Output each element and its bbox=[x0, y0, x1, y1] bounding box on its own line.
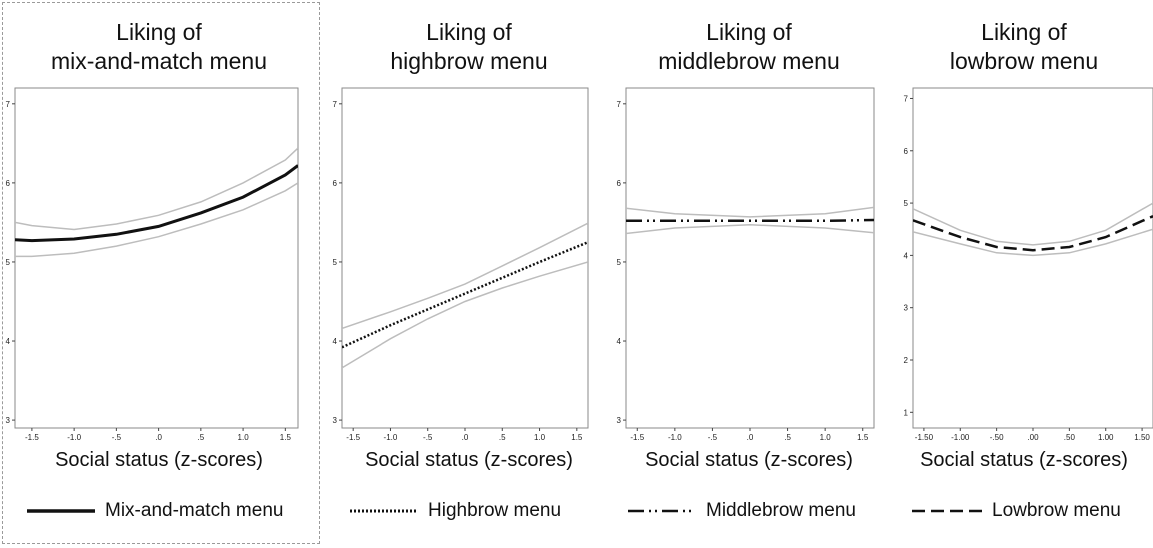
mix-and-match-highlight-box bbox=[2, 2, 320, 544]
y-tick-label: 2 bbox=[904, 356, 909, 365]
y-tick-label: 6 bbox=[617, 179, 622, 188]
y-tick-label: 3 bbox=[617, 416, 622, 425]
x-tick-label: -1.0 bbox=[668, 433, 682, 442]
x-tick-label: .5 bbox=[198, 433, 205, 442]
y-tick-label: 7 bbox=[617, 100, 622, 109]
legend-label: Mix-and-match menu bbox=[105, 500, 284, 521]
chart-title: Liking of lowbrow menu bbox=[949, 19, 1099, 74]
ci-upper-line bbox=[913, 202, 1153, 246]
y-tick-label: 5 bbox=[333, 258, 338, 267]
ci-upper-line bbox=[342, 222, 588, 330]
x-tick-label: 1.5 bbox=[857, 433, 869, 442]
x-tick-label: -.5 bbox=[112, 433, 122, 442]
plot-frame bbox=[625, 87, 875, 429]
x-tick-label: -1.0 bbox=[384, 433, 398, 442]
plot-area: 3 4 5 6 7 -1.5 -1.0 -.5 .0 .5 1.0 1.5 bbox=[617, 87, 875, 442]
x-tick-label: 1.0 bbox=[238, 433, 250, 442]
x-tick-label: 1.0 bbox=[820, 433, 832, 442]
x-tick-label: 1.5 bbox=[571, 433, 583, 442]
plot-frame bbox=[341, 87, 589, 429]
plot-area: 3 4 5 6 7 -1.5 -1.0 -.5 .0 .5 1.0 1.5 bbox=[333, 87, 589, 442]
y-tick-label: 7 bbox=[333, 100, 338, 109]
x-axis-label: Social status (z-scores) bbox=[920, 449, 1128, 471]
series-line bbox=[626, 218, 874, 223]
y-tick-label: 7 bbox=[904, 94, 909, 103]
x-axis-label: Social status (z-scores) bbox=[365, 449, 573, 471]
y-tick-label: 1 bbox=[904, 408, 909, 417]
y-tick-label: 7 bbox=[6, 100, 11, 109]
legend-dotted-line bbox=[350, 509, 418, 513]
legend-label: Highbrow menu bbox=[428, 500, 562, 521]
y-tick-label: 3 bbox=[333, 416, 338, 425]
x-tick-label: .50 bbox=[1064, 433, 1076, 442]
y-tick-label: 5 bbox=[904, 199, 909, 208]
series-line bbox=[342, 241, 588, 349]
plot-area: 1 2 3 4 5 6 7 -1.50 -1.00 -.50 .00 .50 1.00 1.50 bbox=[904, 87, 1153, 442]
y-tick-label: 4 bbox=[6, 337, 11, 346]
ci-lower-line bbox=[626, 224, 874, 235]
ci-lower-line bbox=[913, 228, 1153, 257]
legend-dashed-line bbox=[912, 509, 982, 513]
y-tick-label: 5 bbox=[617, 258, 622, 267]
x-tick-label: .5 bbox=[499, 433, 506, 442]
y-tick-label: 5 bbox=[6, 258, 11, 267]
y-tick-label: 4 bbox=[333, 337, 338, 346]
plot-frame bbox=[14, 87, 299, 429]
x-axis-label: Social status (z-scores) bbox=[645, 449, 853, 471]
chart-title: Liking of middlebrow menu bbox=[658, 19, 840, 74]
legend-label: Middlebrow menu bbox=[706, 500, 856, 521]
legend-label: Lowbrow menu bbox=[992, 500, 1121, 521]
x-tick-label: .5 bbox=[784, 433, 791, 442]
y-tick-label: 6 bbox=[6, 179, 11, 188]
x-tick-label: -1.5 bbox=[25, 433, 39, 442]
x-tick-label: .0 bbox=[462, 433, 469, 442]
series-line bbox=[913, 215, 1153, 252]
x-tick-label: -1.5 bbox=[346, 433, 360, 442]
chart-title: Liking of mix-and-match menu bbox=[50, 19, 268, 74]
x-tick-label: -1.50 bbox=[915, 433, 934, 442]
y-tick-label: 4 bbox=[904, 251, 909, 260]
chart-title: Liking of highbrow menu bbox=[390, 19, 548, 74]
legend: Highbrow menu bbox=[350, 496, 561, 526]
x-tick-label: -1.0 bbox=[67, 433, 81, 442]
legend-dashdot-line bbox=[628, 509, 696, 513]
x-tick-label: 1.0 bbox=[534, 433, 546, 442]
series-line bbox=[15, 164, 298, 243]
x-tick-label: -.5 bbox=[708, 433, 718, 442]
x-tick-label: -.5 bbox=[423, 433, 433, 442]
y-tick-label: 3 bbox=[6, 416, 11, 425]
x-tick-label: .00 bbox=[1027, 433, 1039, 442]
plot-area: 3 4 5 6 7 -1.5 -1.0 -.5 .0 .5 1.0 1.5 bbox=[6, 87, 299, 442]
legend-solid-line bbox=[27, 509, 95, 513]
ci-lower-line bbox=[15, 182, 298, 258]
x-tick-label: .0 bbox=[155, 433, 162, 442]
y-tick-label: 6 bbox=[904, 147, 909, 156]
x-tick-label: 1.00 bbox=[1098, 433, 1114, 442]
y-tick-label: 3 bbox=[904, 304, 909, 313]
x-axis-label: Social status (z-scores) bbox=[55, 449, 263, 471]
x-tick-label: -1.5 bbox=[630, 433, 644, 442]
legend: Middlebrow menu bbox=[628, 496, 856, 526]
y-tick-label: 6 bbox=[333, 179, 338, 188]
plot-frame bbox=[912, 87, 1153, 429]
x-tick-label: 1.50 bbox=[1134, 433, 1150, 442]
panel-highbrow: Liking of highbrow menu 3 4 5 6 7 -1.5 -1.0 -.5… bbox=[322, 0, 616, 548]
panel-mix-and-match: Liking of mix-and-match menu 3 4 5 6 7 -1.5 -1… bbox=[0, 0, 318, 548]
ci-upper-line bbox=[15, 147, 298, 231]
y-tick-label: 4 bbox=[617, 337, 622, 346]
legend: Mix-and-match menu bbox=[27, 496, 283, 526]
ci-upper-line bbox=[626, 206, 874, 218]
ci-lower-line bbox=[342, 261, 588, 369]
x-tick-label: .0 bbox=[747, 433, 754, 442]
x-tick-label: -.50 bbox=[990, 433, 1004, 442]
x-tick-label: 1.5 bbox=[280, 433, 292, 442]
legend: Lowbrow menu bbox=[912, 496, 1121, 526]
panel-lowbrow: Liking of lowbrow menu 1 2 3 4 5 6 7 -1.50 -1.00… bbox=[895, 0, 1153, 548]
x-tick-label: -1.00 bbox=[951, 433, 970, 442]
panel-middlebrow: Liking of middlebrow menu 3 4 5 6 7 -1.5 -1.0 -… bbox=[604, 0, 894, 548]
